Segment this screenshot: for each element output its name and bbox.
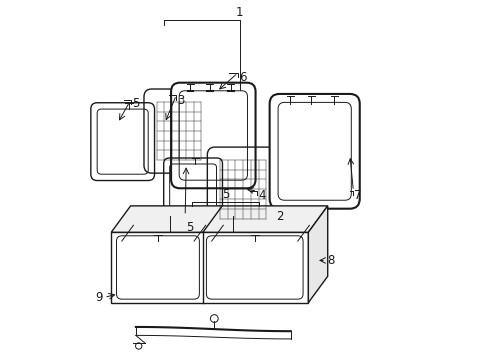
Text: 4: 4 [258,189,266,202]
Text: 7: 7 [354,189,362,202]
Text: 6: 6 [239,71,246,84]
Polygon shape [308,206,328,303]
Text: 5: 5 [186,221,194,234]
Text: 5: 5 [132,97,139,110]
Text: 2: 2 [276,210,284,223]
Text: 5: 5 [222,188,229,201]
Text: 8: 8 [328,254,335,267]
FancyBboxPatch shape [270,94,360,209]
FancyBboxPatch shape [171,83,256,188]
Polygon shape [111,206,328,232]
Text: 9: 9 [95,291,102,304]
Text: 1: 1 [236,6,244,19]
Text: 3: 3 [177,94,185,107]
